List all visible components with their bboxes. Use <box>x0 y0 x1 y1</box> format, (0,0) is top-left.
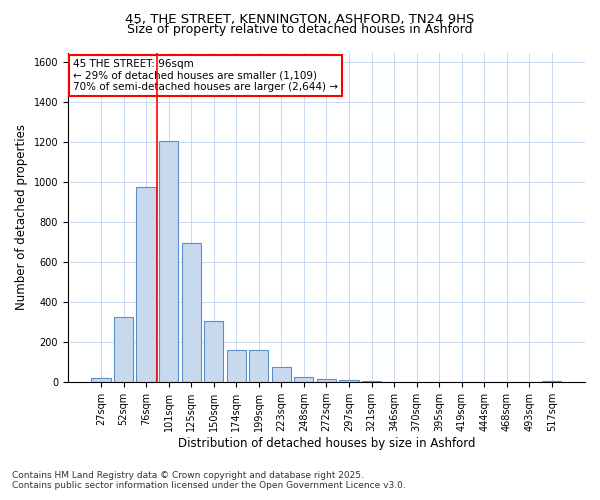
Bar <box>295 377 313 382</box>
Y-axis label: Number of detached properties: Number of detached properties <box>15 124 28 310</box>
Bar <box>272 367 291 382</box>
Bar <box>249 350 268 382</box>
Bar <box>542 380 562 382</box>
Bar <box>317 379 336 382</box>
Text: 45 THE STREET: 96sqm
← 29% of detached houses are smaller (1,109)
70% of semi-de: 45 THE STREET: 96sqm ← 29% of detached h… <box>73 59 338 92</box>
Bar <box>136 188 155 382</box>
Text: Contains HM Land Registry data © Crown copyright and database right 2025.
Contai: Contains HM Land Registry data © Crown c… <box>12 470 406 490</box>
Bar <box>182 244 201 382</box>
Bar <box>114 318 133 382</box>
Bar <box>362 381 381 382</box>
Bar <box>91 378 110 382</box>
Bar <box>159 142 178 382</box>
Bar <box>340 380 359 382</box>
Bar <box>204 322 223 382</box>
Text: Size of property relative to detached houses in Ashford: Size of property relative to detached ho… <box>127 22 473 36</box>
X-axis label: Distribution of detached houses by size in Ashford: Distribution of detached houses by size … <box>178 437 475 450</box>
Text: 45, THE STREET, KENNINGTON, ASHFORD, TN24 9HS: 45, THE STREET, KENNINGTON, ASHFORD, TN2… <box>125 12 475 26</box>
Bar <box>227 350 246 382</box>
